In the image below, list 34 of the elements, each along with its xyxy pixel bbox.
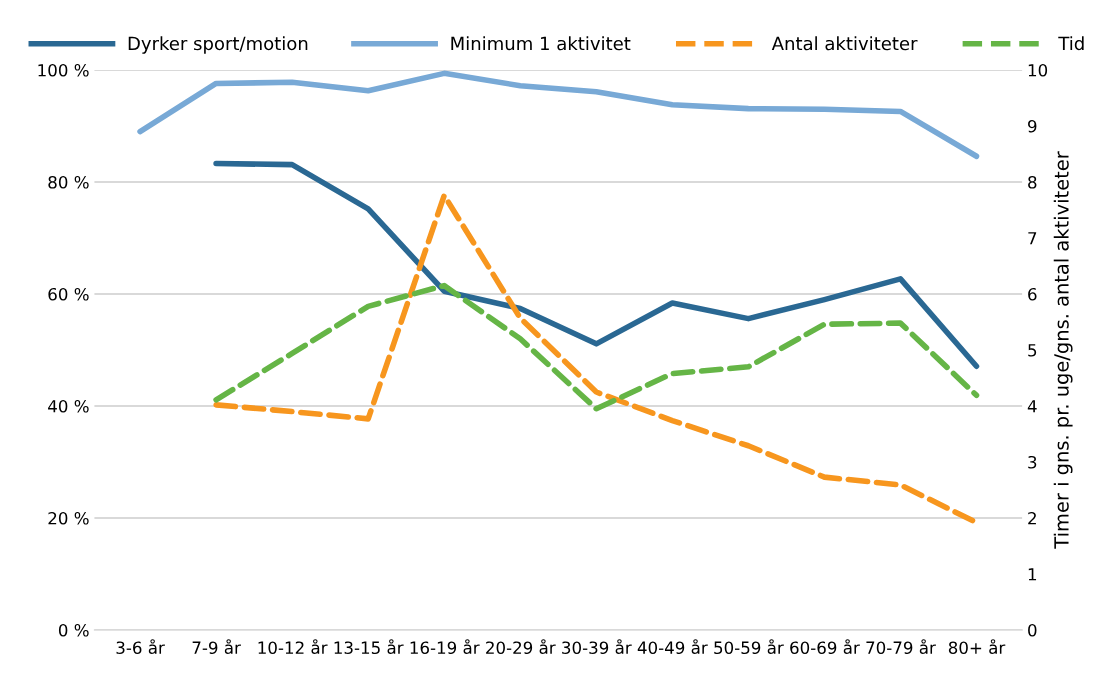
y2-tick-label: 2: [1028, 511, 1036, 525]
x-tick-label: 50-59 år: [714, 639, 784, 655]
y2-tick-label: 8: [1028, 175, 1037, 189]
y2-tick-label: 5: [1028, 344, 1037, 357]
x-tick-label: 30-39 år: [562, 639, 632, 655]
y2-tick-label: 10: [1028, 63, 1048, 77]
y2-tick-label: 6: [1028, 287, 1037, 301]
legend-label: Minimum 1 aktivitet: [451, 36, 631, 51]
y-tick-label: 0 %: [58, 623, 89, 637]
y2-tick-label: 7: [1028, 232, 1037, 245]
y-tick-label: 40 %: [48, 399, 89, 413]
y2-tick-label: 4: [1027, 400, 1037, 413]
x-tick-label: 80+ år: [948, 639, 1006, 655]
y-tick-label: 100 %: [38, 63, 89, 77]
x-tick-label: 40-49 år: [637, 639, 708, 655]
y2-tick-label: 9: [1028, 119, 1037, 133]
legend-label: Tid: [1058, 36, 1084, 51]
x-tick-label: 10-12 år: [258, 639, 328, 655]
y-tick-label: 80 %: [48, 175, 89, 189]
x-tick-label: 16-19 år: [410, 639, 480, 655]
y-tick-label: 60 %: [48, 287, 89, 301]
x-tick-label: 60-69 år: [790, 639, 860, 655]
x-tick-label: 20-29 år: [486, 639, 556, 655]
y2-tick-label: 1: [1028, 568, 1037, 581]
y-tick-label: 20 %: [48, 511, 89, 525]
y2-tick-label: 3: [1028, 455, 1037, 469]
x-tick-label: 70-79 år: [866, 639, 936, 655]
y2-tick-label: 0: [1028, 623, 1037, 637]
x-tick-label: 3-6 år: [116, 639, 165, 655]
legend-label: Antal aktiviteter: [771, 36, 918, 51]
x-tick-label: 7-9 år: [192, 639, 241, 655]
x-tick-label: 13-15 år: [334, 639, 404, 655]
legend-label: Dyrker sport/motion: [128, 36, 308, 54]
y2-axis-title: Timer i gns. pr. uge/gns. antal aktiviteter: [1053, 151, 1073, 549]
